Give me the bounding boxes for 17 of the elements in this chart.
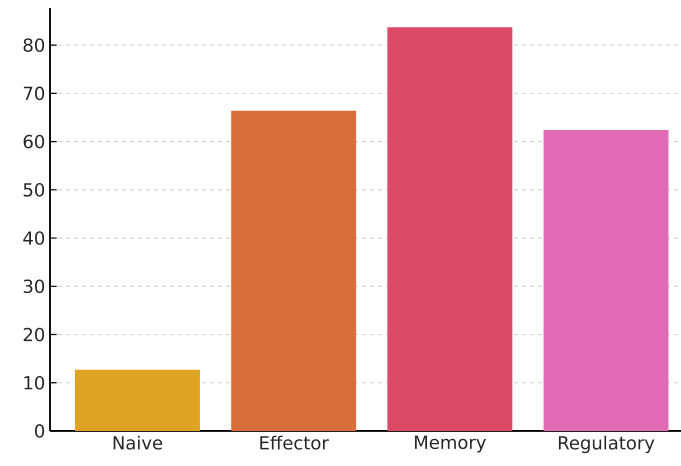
y-tick-label: 20 bbox=[24, 328, 44, 342]
bar bbox=[544, 130, 668, 431]
y-tick-label: 50 bbox=[24, 183, 44, 197]
x-tick-label: Memory bbox=[415, 436, 486, 453]
x-tick-label: Regulatory bbox=[558, 436, 654, 454]
y-tick-label: 60 bbox=[24, 134, 44, 148]
y-tick-label: 10 bbox=[24, 376, 44, 390]
x-tick-label: Naive bbox=[114, 436, 162, 450]
y-tick-label: 80 bbox=[24, 38, 44, 52]
bar bbox=[74, 370, 200, 431]
y-tick-label: 0 bbox=[35, 424, 44, 438]
bar bbox=[387, 27, 512, 431]
x-tick-label: Effector bbox=[260, 436, 329, 450]
y-tick-label: 40 bbox=[23, 231, 44, 245]
y-tick-label: 70 bbox=[24, 86, 44, 100]
y-tick-label: 30 bbox=[24, 279, 44, 294]
bar bbox=[231, 110, 356, 431]
